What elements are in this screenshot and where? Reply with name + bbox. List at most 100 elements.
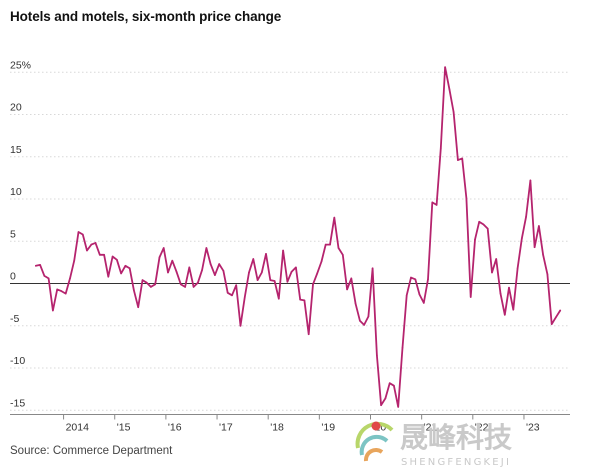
- data-point: [371, 267, 374, 270]
- data-point: [175, 270, 178, 273]
- watermark-logo-icon: [355, 421, 394, 462]
- data-point: [346, 288, 348, 291]
- data-point: [427, 278, 429, 281]
- data-point: [94, 242, 97, 244]
- x-tick-label: '23: [526, 421, 540, 433]
- data-point: [69, 277, 71, 280]
- data-point: [56, 288, 58, 291]
- data-point: [469, 296, 472, 298]
- data-point: [47, 277, 50, 280]
- data-point: [265, 253, 267, 255]
- data-point: [414, 278, 417, 281]
- y-tick-label: 5: [10, 228, 16, 240]
- data-point: [376, 354, 378, 357]
- data-point: [499, 292, 502, 295]
- x-tick-label: '18: [270, 421, 284, 433]
- data-point: [218, 263, 220, 265]
- data-point: [171, 259, 174, 262]
- y-tick-label: 15: [10, 144, 22, 156]
- data-point: [150, 286, 152, 288]
- data-point: [423, 302, 425, 304]
- data-point: [342, 254, 344, 256]
- data-point: [457, 159, 459, 161]
- data-point: [533, 246, 536, 248]
- data-point: [525, 215, 527, 218]
- data-point: [461, 157, 464, 160]
- y-tick-label: 25%: [10, 59, 31, 71]
- data-point: [512, 308, 515, 311]
- data-point: [222, 270, 225, 272]
- data-point: [529, 179, 532, 182]
- data-point: [444, 66, 446, 68]
- data-point: [401, 346, 404, 349]
- data-point: [320, 260, 323, 263]
- data-point: [486, 227, 489, 230]
- data-point: [388, 382, 391, 385]
- data-point: [363, 324, 365, 326]
- watermark-chinese-text: 晟峰科技: [400, 421, 512, 454]
- data-point: [516, 267, 519, 270]
- data-point: [359, 319, 361, 322]
- data-point: [273, 280, 276, 282]
- data-point: [384, 397, 387, 400]
- series-layer: [35, 66, 562, 408]
- data-point: [158, 256, 161, 259]
- data-point: [107, 275, 110, 278]
- data-point: [405, 294, 408, 297]
- data-point: [329, 243, 331, 246]
- data-point: [521, 237, 523, 240]
- x-tick-label: 2014: [66, 421, 90, 433]
- data-point: [201, 269, 203, 271]
- data-point: [226, 292, 229, 294]
- data-point: [380, 404, 382, 407]
- data-point: [465, 197, 468, 199]
- data-point: [474, 238, 476, 241]
- data-point: [431, 201, 434, 204]
- data-point: [239, 325, 242, 327]
- data-point: [538, 225, 540, 227]
- x-tick-label: '17: [219, 421, 233, 433]
- data-point: [52, 309, 54, 312]
- data-point: [324, 243, 327, 246]
- x-tick-label: '19: [321, 421, 335, 433]
- data-point: [397, 406, 400, 408]
- data-point: [244, 296, 246, 298]
- chart-title: Hotels and motels, six-month price chang…: [10, 9, 282, 24]
- data-point: [231, 294, 233, 297]
- data-point: [197, 281, 199, 284]
- data-point: [86, 249, 88, 252]
- data-point: [333, 216, 336, 219]
- x-tick-label: '16: [168, 421, 182, 433]
- data-point: [316, 272, 319, 275]
- data-point: [90, 243, 93, 246]
- data-point: [128, 267, 131, 270]
- x-tick-label: '15: [117, 421, 131, 433]
- data-point: [559, 309, 561, 312]
- data-point: [137, 306, 139, 309]
- data-point: [303, 299, 306, 302]
- data-point: [209, 263, 212, 265]
- data-point: [482, 223, 485, 226]
- data-point: [504, 314, 506, 316]
- data-point: [99, 254, 101, 256]
- data-point: [111, 255, 114, 258]
- data-point: [312, 283, 314, 286]
- data-point: [435, 204, 438, 206]
- data-point: [299, 298, 302, 301]
- data-point: [367, 315, 370, 318]
- data-point: [77, 231, 80, 233]
- watermark-english-text: SHENGFENGKEJI: [401, 457, 511, 468]
- y-tick-label: 10: [10, 186, 22, 198]
- data-point: [43, 275, 46, 277]
- data-point: [307, 333, 310, 336]
- data-point: [205, 247, 208, 249]
- data-point: [478, 221, 481, 223]
- data-point: [188, 266, 191, 269]
- data-point: [269, 279, 272, 281]
- data-point: [410, 276, 412, 279]
- data-point: [252, 258, 255, 260]
- data-point: [393, 384, 395, 387]
- data-point: [64, 292, 67, 295]
- x-tick-label: '22: [475, 421, 489, 433]
- data-point: [39, 264, 41, 266]
